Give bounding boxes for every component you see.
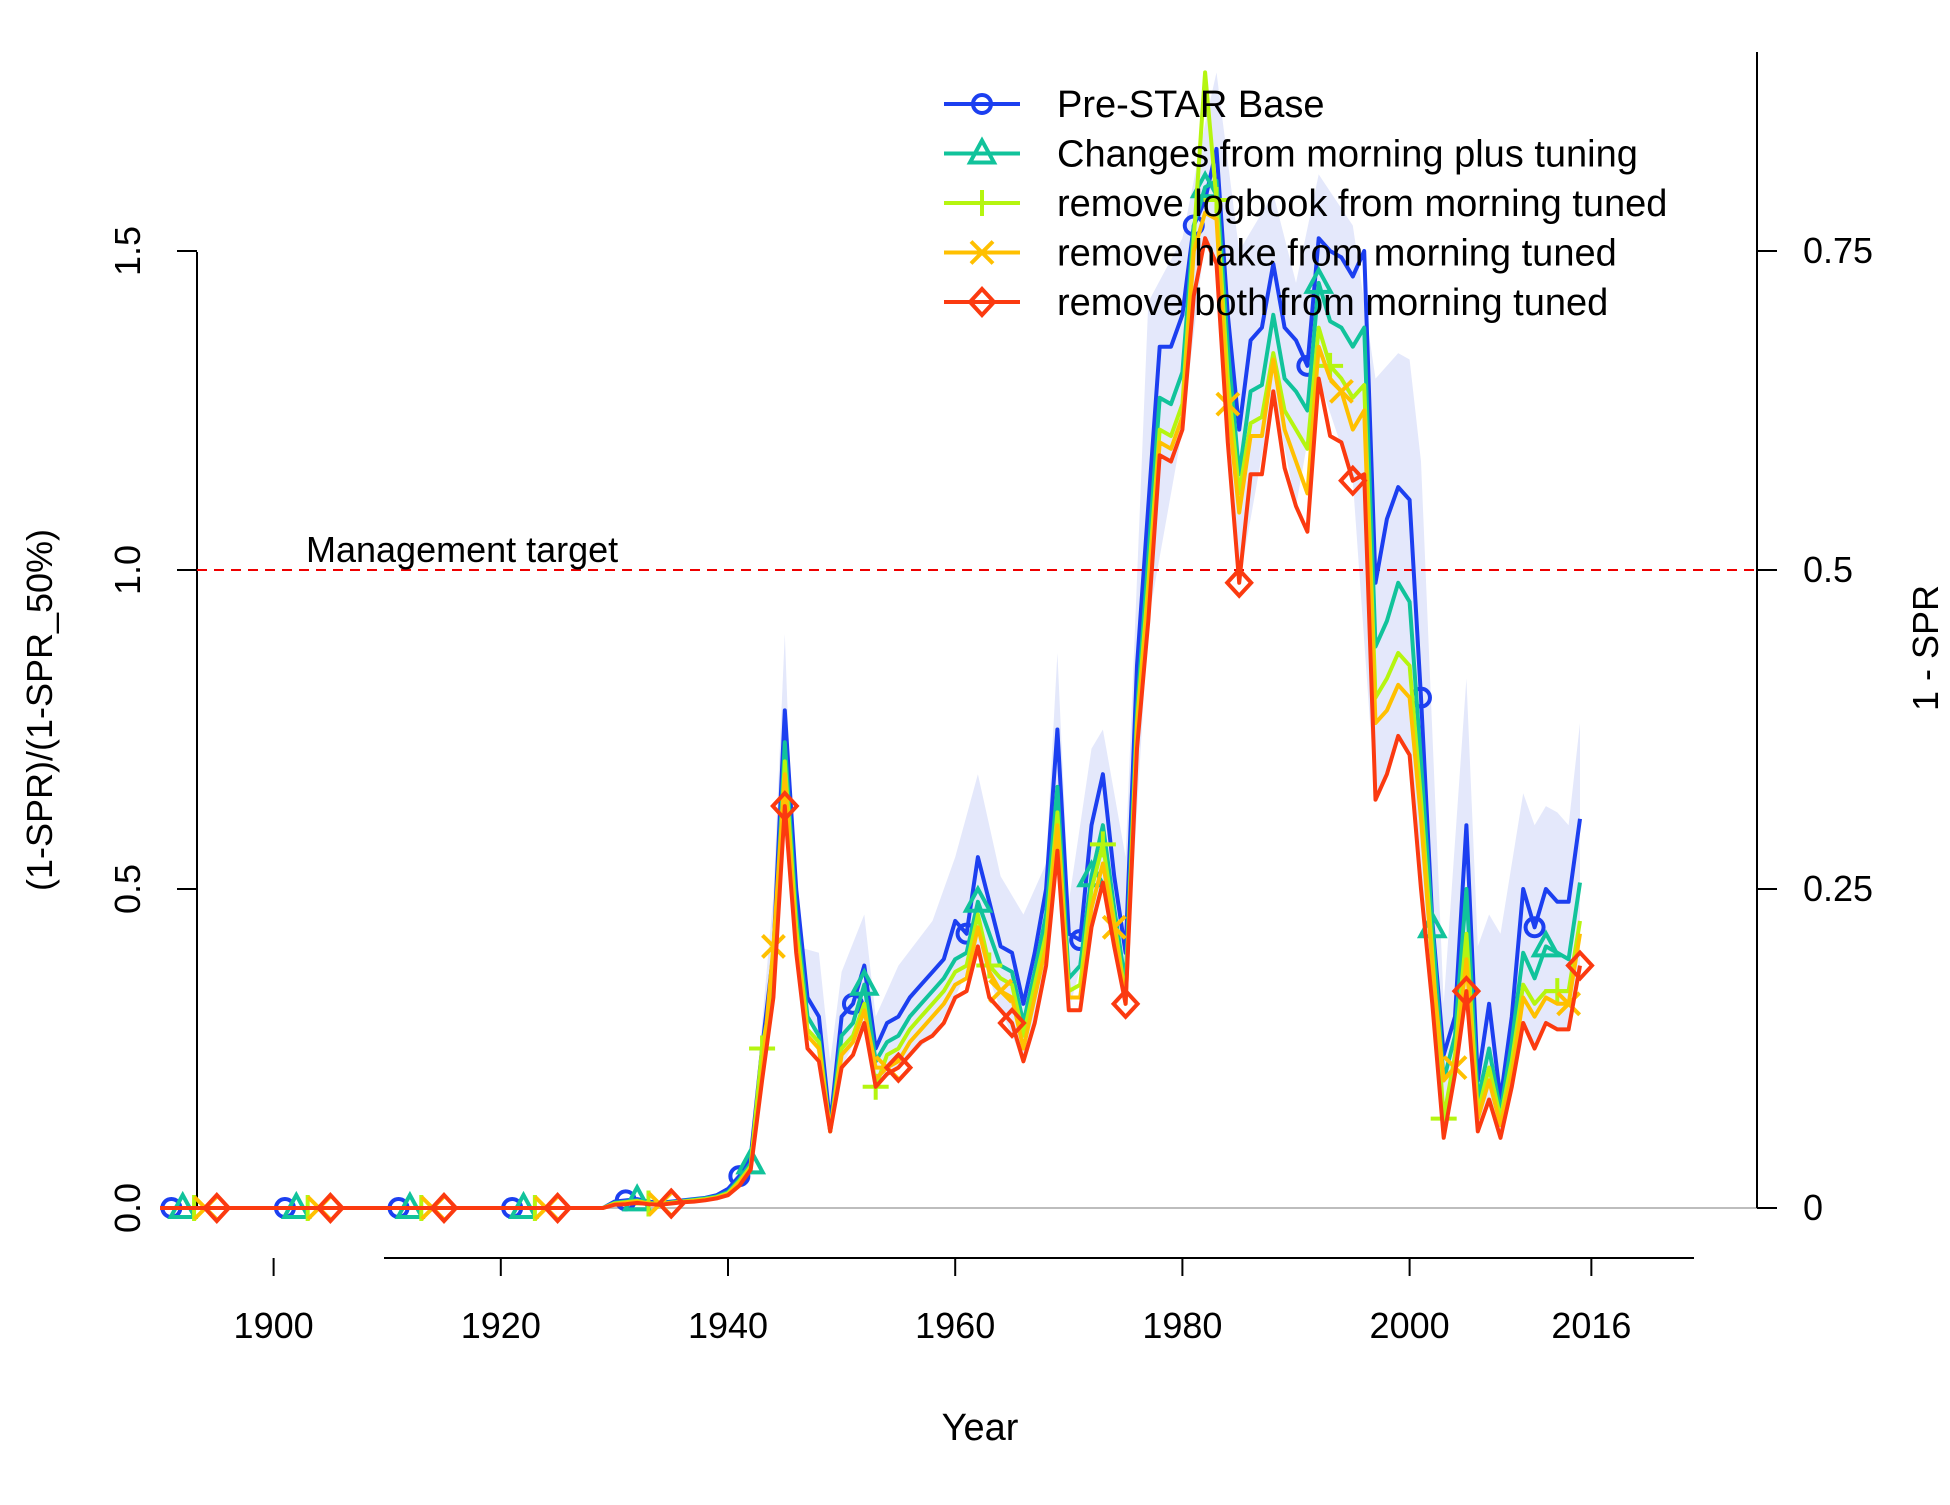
legend-label: remove both from morning tuned	[1057, 282, 1608, 324]
data-point	[1089, 831, 1116, 858]
legend-label: Pre-STAR Base	[1057, 84, 1324, 126]
x-ticks: 1900 1920 1940 1960 1980 2000 2016	[234, 1258, 1631, 1346]
legend-entry: Changes from morning plus tuning	[944, 134, 1638, 176]
data-point	[1530, 929, 1562, 958]
data-point	[1110, 987, 1141, 1020]
management-target-layer: Management target	[197, 529, 1757, 571]
legend-entry: remove hake from morning tuned	[944, 233, 1617, 275]
data-point	[1303, 265, 1335, 294]
data-point	[1329, 378, 1354, 404]
series-5	[160, 236, 1595, 1224]
data-point	[1565, 949, 1595, 982]
y-ticks-left: 0.0 0.5 1.0 1.5	[107, 226, 197, 1233]
data-point	[962, 884, 994, 913]
data-point	[542, 1192, 573, 1224]
data-point	[1224, 566, 1254, 599]
data-point	[1451, 975, 1482, 1008]
data-point	[1215, 391, 1241, 417]
data-point	[202, 1192, 232, 1224]
data-point	[988, 978, 1014, 1004]
data-point	[1338, 464, 1368, 497]
data-point	[1544, 978, 1571, 1005]
data-point	[429, 1192, 459, 1224]
y-right-tick-label: 0.75	[1803, 230, 1873, 271]
y-tick-label: 1.5	[107, 226, 148, 276]
data-point	[1101, 914, 1127, 940]
management-target-label: Management target	[306, 529, 618, 570]
data-point	[1203, 186, 1230, 213]
legend-entry: Pre-STAR Base	[944, 84, 1324, 126]
legend-marker	[967, 286, 997, 318]
x-axis-label: Year	[942, 1407, 1019, 1449]
legend-label: remove logbook from morning tuned	[1057, 183, 1667, 225]
data-point	[315, 1192, 346, 1224]
y-tick-label: 0.0	[107, 1183, 148, 1233]
data-point	[770, 790, 800, 823]
legend-marker	[971, 93, 993, 115]
legend-label: Changes from morning plus tuning	[1057, 134, 1638, 176]
legend-marker	[966, 136, 998, 165]
x-tick-label: 1920	[461, 1305, 541, 1346]
x-tick-label: 1960	[915, 1305, 995, 1346]
series-line	[160, 236, 1582, 1210]
legend-marker	[969, 190, 995, 216]
legend-marker	[969, 240, 995, 265]
x-tick-label: 2000	[1370, 1305, 1450, 1346]
data-point	[761, 934, 786, 959]
series-layer	[160, 70, 1595, 1224]
y-right-tick-label: 0.25	[1803, 868, 1873, 909]
x-tick-label: 1940	[688, 1305, 768, 1346]
data-point	[848, 967, 880, 996]
data-point	[997, 1007, 1027, 1039]
x-tick-label: 2016	[1551, 1305, 1631, 1346]
data-point	[621, 1183, 653, 1212]
x-tick-label: 1900	[234, 1305, 314, 1346]
data-point	[1523, 916, 1546, 939]
x-tick-label: 1980	[1142, 1305, 1222, 1346]
axis-layer: 1900 1920 1940 1960 1980 2000 2016 0.0 0.5 1.0 1.…	[19, 52, 1946, 1449]
y-right-tick-label: 0.5	[1803, 549, 1853, 590]
y-tick-label: 0.5	[107, 864, 148, 914]
legend-entry: remove logbook from morning tuned	[944, 183, 1667, 225]
legend: Pre-STAR Base Changes from morning plus t…	[944, 84, 1667, 324]
y-right-axis-label: 1 - SPR	[1905, 585, 1946, 711]
y-tick-label: 1.0	[107, 545, 148, 595]
data-point	[656, 1187, 686, 1220]
y-ticks-right: 0 0.25 0.5 0.75	[1757, 230, 1873, 1228]
legend-label: remove hake from morning tuned	[1057, 233, 1617, 275]
data-point	[883, 1051, 914, 1084]
y-axis-label: (1-SPR)/(1-SPR_50%)	[19, 529, 60, 891]
legend-entry: remove both from morning tuned	[944, 282, 1608, 324]
y-right-tick-label: 0	[1803, 1187, 1823, 1228]
